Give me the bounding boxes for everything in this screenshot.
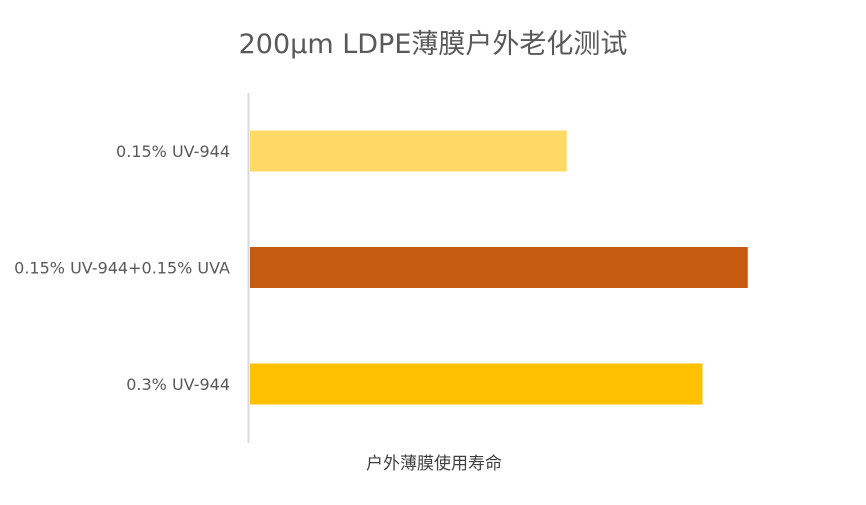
x-axis-title: 户外薄膜使用寿命: [366, 453, 502, 474]
bar-2: [250, 247, 748, 288]
category-labels-group: 0.15% UV-944 0.15% UV-944+0.15% UVA 0.3% U…: [14, 142, 230, 394]
bars-group: [250, 130, 748, 405]
category-label-3: 0.3% UV-944: [126, 375, 230, 394]
bar-3: [250, 363, 703, 405]
bar-1: [250, 130, 567, 172]
category-label-2: 0.15% UV-944+0.15% UVA: [14, 259, 230, 278]
category-label-1: 0.15% UV-944: [116, 142, 230, 161]
chart-title: 200μm LDPE薄膜户外老化测试: [238, 29, 628, 60]
